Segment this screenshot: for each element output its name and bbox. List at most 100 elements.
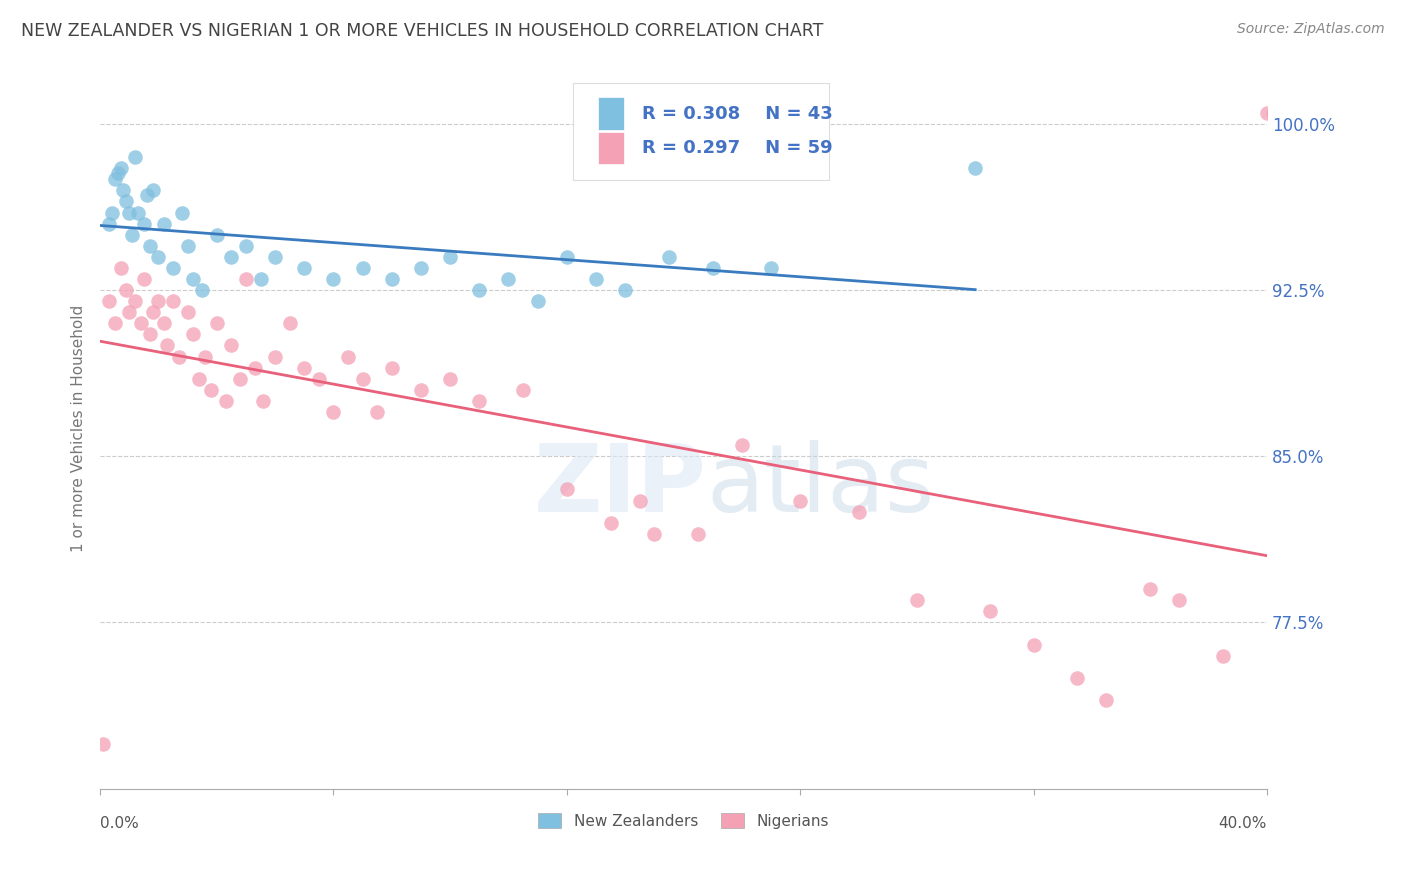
Point <box>200 383 222 397</box>
Point <box>702 260 724 275</box>
Point <box>221 250 243 264</box>
Point <box>162 260 184 275</box>
Point <box>1022 638 1045 652</box>
Text: Source: ZipAtlas.com: Source: ZipAtlas.com <box>1237 22 1385 37</box>
Point <box>235 239 257 253</box>
Point <box>278 316 301 330</box>
Point <box>1095 693 1118 707</box>
Point <box>292 360 315 375</box>
Point <box>352 260 374 275</box>
Text: NEW ZEALANDER VS NIGERIAN 1 OR MORE VEHICLES IN HOUSEHOLD CORRELATION CHART: NEW ZEALANDER VS NIGERIAN 1 OR MORE VEHI… <box>21 22 824 40</box>
Point <box>148 294 170 309</box>
Point <box>183 272 205 286</box>
FancyBboxPatch shape <box>572 83 830 180</box>
Point <box>905 593 928 607</box>
Point <box>1212 648 1234 663</box>
Point <box>176 305 198 319</box>
Point <box>1168 593 1191 607</box>
Point <box>101 205 124 219</box>
Point <box>124 150 146 164</box>
Point <box>132 272 155 286</box>
Point <box>191 283 214 297</box>
Point <box>138 327 160 342</box>
Point <box>115 283 138 297</box>
Y-axis label: 1 or more Vehicles in Household: 1 or more Vehicles in Household <box>72 305 86 552</box>
Point <box>526 294 548 309</box>
Point <box>439 250 461 264</box>
Point <box>468 393 491 408</box>
Point <box>759 260 782 275</box>
Point <box>979 604 1001 618</box>
Point <box>110 260 132 275</box>
Point <box>555 483 578 497</box>
Point <box>965 161 987 176</box>
Point <box>308 372 330 386</box>
Point <box>167 350 190 364</box>
Point <box>1256 105 1278 120</box>
Point <box>688 526 710 541</box>
Point <box>153 217 176 231</box>
Point <box>235 272 257 286</box>
Point <box>381 272 404 286</box>
Point <box>153 316 176 330</box>
Point <box>249 272 271 286</box>
Point <box>221 338 243 352</box>
Point <box>176 239 198 253</box>
Point <box>205 227 228 242</box>
Legend: New Zealanders, Nigerians: New Zealanders, Nigerians <box>533 806 835 835</box>
Point <box>97 294 120 309</box>
Point <box>188 372 211 386</box>
Point <box>110 161 132 176</box>
Point <box>132 217 155 231</box>
Point <box>162 294 184 309</box>
Point <box>468 283 491 297</box>
Point <box>124 294 146 309</box>
Point <box>205 316 228 330</box>
Point <box>628 493 651 508</box>
Point <box>599 516 621 530</box>
Point <box>129 316 152 330</box>
Point <box>789 493 811 508</box>
Text: R = 0.297    N = 59: R = 0.297 N = 59 <box>641 139 832 157</box>
Text: atlas: atlas <box>707 440 935 533</box>
Point <box>194 350 217 364</box>
Point <box>439 372 461 386</box>
Point <box>1066 671 1088 685</box>
Point <box>409 383 432 397</box>
Point <box>1139 582 1161 596</box>
Point <box>104 172 127 186</box>
Point <box>121 227 143 242</box>
Point <box>91 737 114 751</box>
Point <box>229 372 252 386</box>
Point <box>292 260 315 275</box>
Point <box>322 405 344 419</box>
Point <box>381 360 404 375</box>
Point <box>183 327 205 342</box>
Point <box>170 205 193 219</box>
Point <box>555 250 578 264</box>
Point <box>585 272 607 286</box>
Point <box>409 260 432 275</box>
Point <box>252 393 274 408</box>
Point <box>337 350 360 364</box>
Point <box>107 166 129 180</box>
Point <box>658 250 681 264</box>
Point <box>366 405 388 419</box>
Point <box>156 338 179 352</box>
Point <box>512 383 534 397</box>
Point <box>214 393 236 408</box>
Point <box>115 194 138 209</box>
Point <box>352 372 374 386</box>
Text: R = 0.308    N = 43: R = 0.308 N = 43 <box>641 104 832 122</box>
Point <box>322 272 344 286</box>
Point <box>118 205 141 219</box>
Text: ZIP: ZIP <box>534 440 707 533</box>
Point <box>643 526 665 541</box>
Point <box>112 183 135 197</box>
Point <box>264 350 287 364</box>
FancyBboxPatch shape <box>599 132 624 164</box>
Point <box>118 305 141 319</box>
Point <box>148 250 170 264</box>
Point <box>142 305 165 319</box>
Point <box>142 183 165 197</box>
